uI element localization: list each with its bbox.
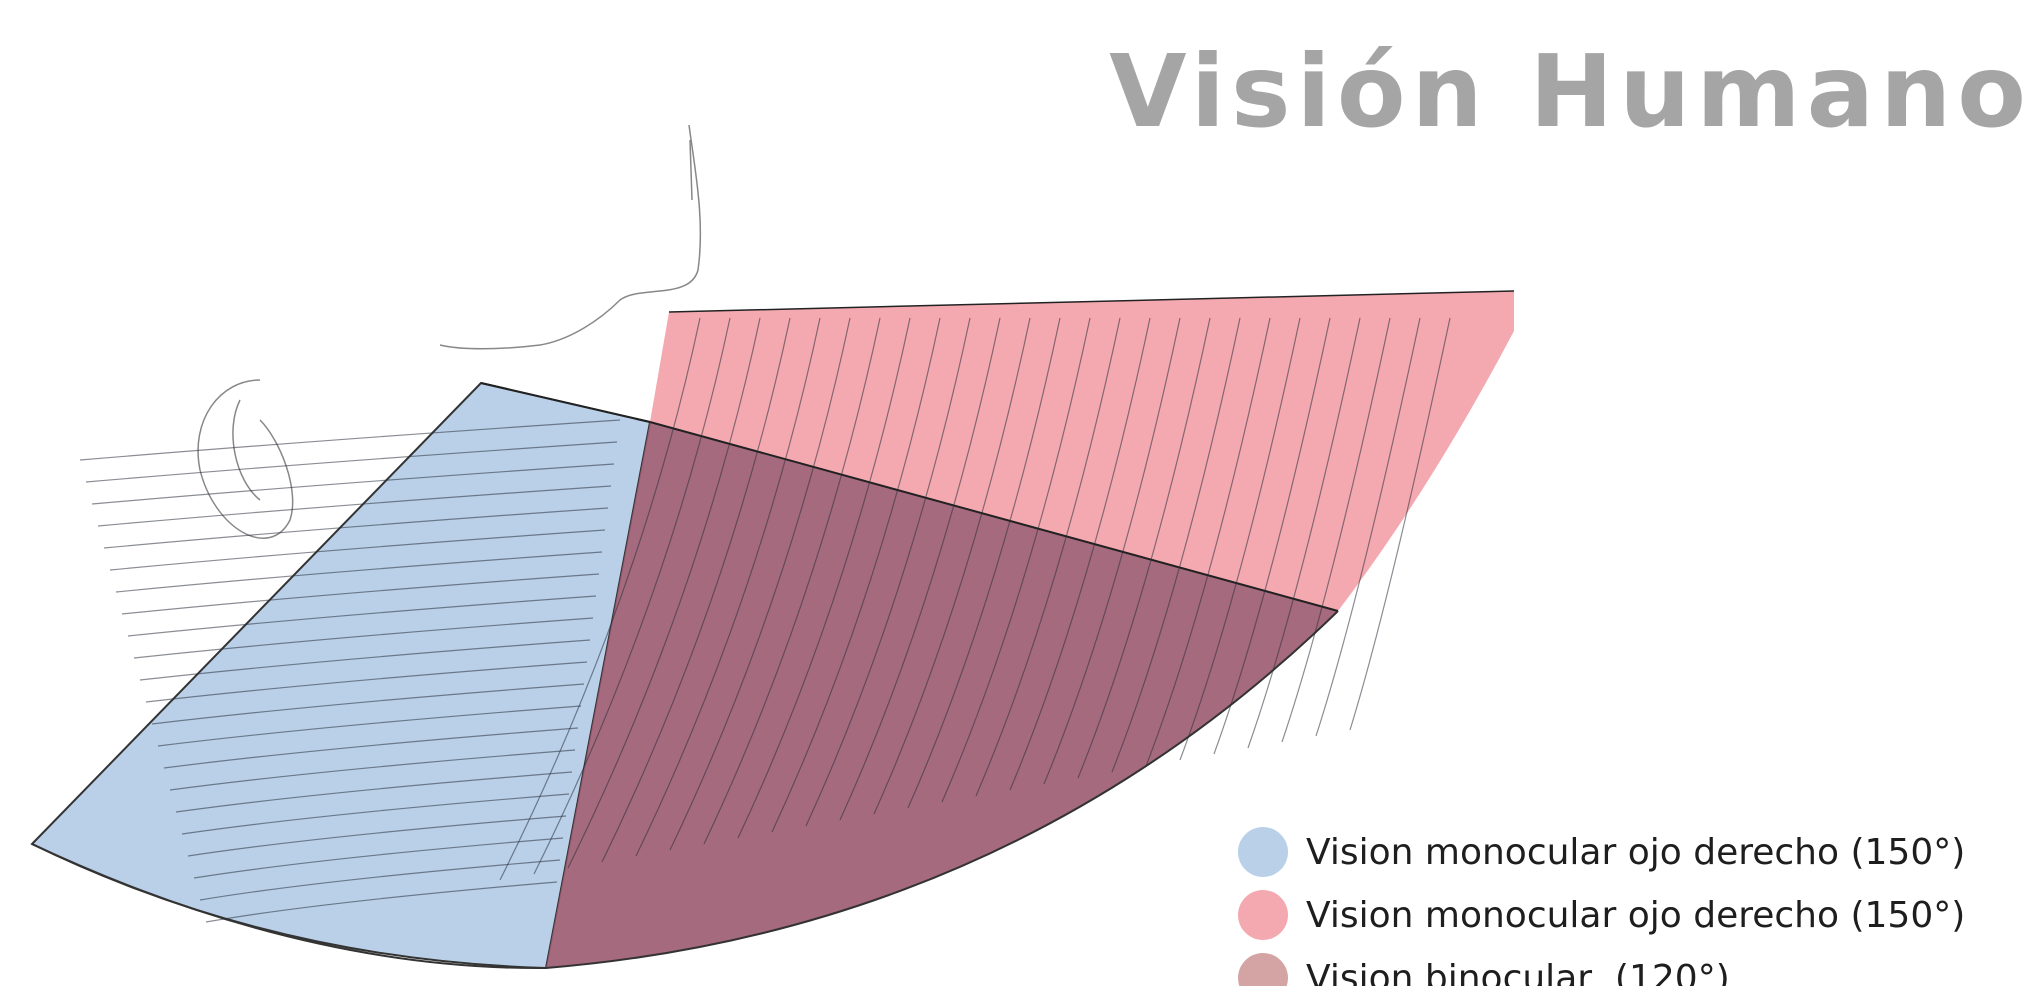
legend-label: Vision monocular ojo derecho (150°) — [1306, 832, 1965, 873]
legend: Vision monocular ojo derecho (150°) Visio… — [1238, 827, 1965, 986]
legend-swatch — [1238, 827, 1288, 877]
title: Visión Humano — [1109, 33, 2032, 150]
legend-label: Vision monocular ojo derecho (150°) — [1306, 895, 1965, 936]
legend-swatch — [1238, 890, 1288, 940]
vision-illustration — [32, 125, 1514, 968]
legend-label: Vision binocular (120°) — [1306, 958, 1730, 986]
legend-swatch — [1238, 953, 1288, 986]
right-eye-field — [32, 383, 650, 968]
page: Visión Humano Vision monocular ojo derec… — [0, 0, 2037, 986]
